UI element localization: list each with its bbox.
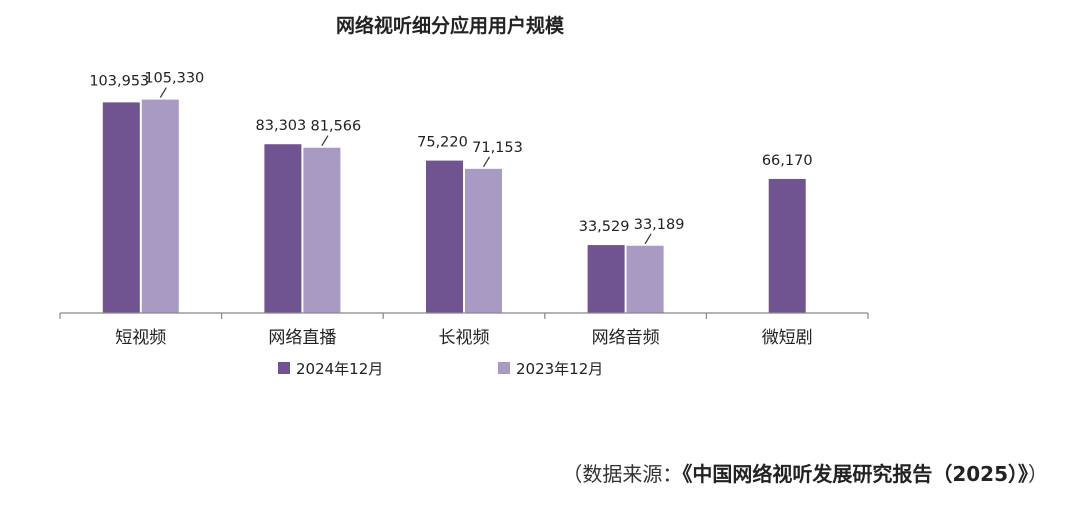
legend-swatch (498, 362, 510, 374)
bar-series-b (303, 147, 341, 313)
source-suffix: ） (1028, 462, 1048, 486)
source-prefix: （数据来源： (562, 462, 683, 486)
data-label: 33,529 (579, 219, 630, 235)
data-label-leader (482, 156, 491, 168)
data-label: 75,220 (417, 135, 468, 151)
data-label: 33,189 (634, 217, 685, 233)
bar-series-a (102, 102, 140, 314)
category-label: 长视频 (439, 328, 490, 348)
data-label: 71,153 (472, 140, 523, 156)
data-label: 81,566 (311, 119, 362, 135)
bar-series-a (264, 144, 302, 313)
data-label: 83,303 (256, 118, 307, 134)
bar-series-a (768, 178, 806, 313)
data-label-leader (644, 233, 652, 245)
source-note: （数据来源：《中国网络视听发展研究报告（2025）》） (562, 458, 1048, 487)
data-label-leader (159, 87, 167, 98)
category-label: 短视频 (115, 328, 166, 348)
bar-series-b (465, 168, 502, 313)
category-label: 微短剧 (762, 328, 813, 348)
category-label: 网络直播 (268, 328, 336, 348)
data-label: 105,330 (144, 71, 204, 87)
bar-series-b (626, 245, 664, 313)
legend: 2024年12月 2023年12月 (278, 360, 603, 378)
category-label: 网络音频 (592, 328, 660, 348)
bar-series-a (587, 245, 625, 313)
data-label: 103,953 (89, 74, 149, 90)
legend-label: 2024年12月 (296, 360, 383, 378)
chart-title: 网络视听细分应用用户规模 (336, 14, 565, 37)
legend-label: 2023年12月 (516, 360, 603, 378)
bar-series-b (141, 99, 179, 314)
legend-swatch (278, 362, 290, 374)
data-label-leader (321, 135, 329, 147)
bar-series-a (426, 160, 463, 313)
data-label: 66,170 (762, 153, 813, 169)
source-report-name: 《中国网络视听发展研究报告（2025）》 (682, 462, 1028, 486)
